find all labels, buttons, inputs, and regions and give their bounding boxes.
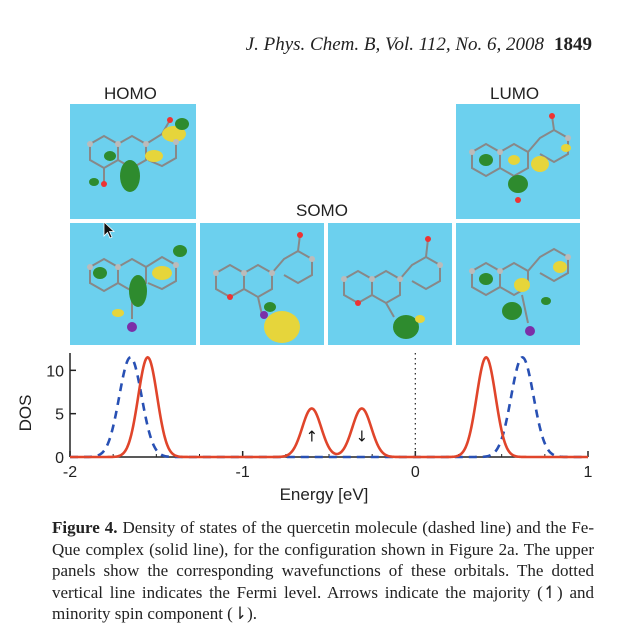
lumo-label: LUMO — [490, 84, 540, 103]
somo-label: SOMO — [296, 201, 348, 220]
lumo-complex-panel — [456, 223, 580, 345]
x-tick-label: -2 — [63, 464, 77, 481]
spin-up-arrow: ↑ — [305, 427, 318, 445]
journal-citation: J. Phys. Chem. B, Vol. 112, No. 6, 2008 — [245, 34, 544, 55]
homo-complex-panel — [70, 223, 196, 345]
somo-down-panel — [328, 223, 452, 345]
figure-caption: Figure 4. Density of states of the querc… — [52, 517, 594, 625]
caption-text: Density of states of the quercetin molec… — [52, 518, 594, 623]
page-number: 1849 — [554, 34, 592, 55]
journal-header: J. Phys. Chem. B, Vol. 112, No. 6, 2008 1… — [0, 34, 592, 56]
homo-molecule-panel — [70, 104, 196, 219]
caption-label: Figure 4. — [52, 518, 118, 537]
solid-series-line — [70, 355, 588, 459]
dashed-series-line — [70, 355, 588, 459]
x-tick-label: 0 — [411, 464, 420, 481]
somo-up-panel — [200, 223, 324, 345]
homo-label: HOMO — [104, 84, 157, 103]
y-tick-label: 5 — [55, 407, 64, 424]
x-tick-label: -1 — [236, 464, 250, 481]
mouse-cursor-icon — [103, 221, 115, 239]
lumo-molecule-panel — [456, 104, 580, 219]
y-tick-label: 0 — [55, 450, 64, 467]
x-axis-title: Energy [eV] — [280, 485, 369, 504]
y-tick-label: 10 — [46, 363, 64, 380]
x-tick-label: 1 — [584, 464, 593, 481]
spin-down-arrow: ↓ — [356, 427, 369, 445]
y-axis-title: DOS — [16, 395, 35, 432]
